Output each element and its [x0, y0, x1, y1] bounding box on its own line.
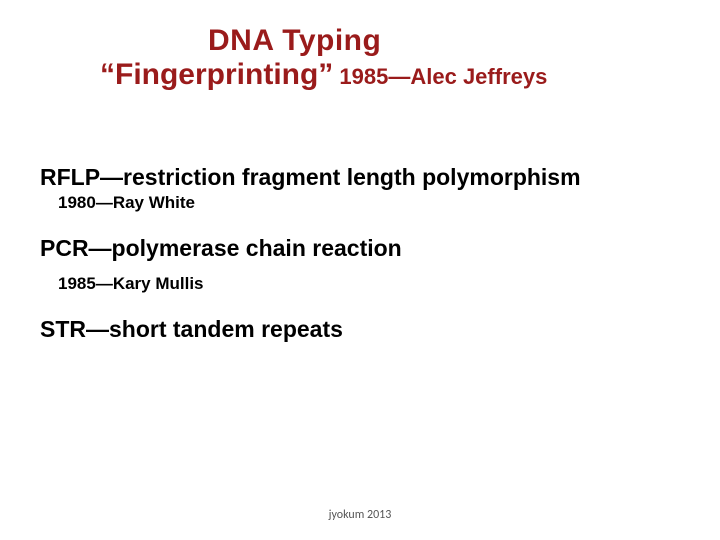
item-sub-pcr: 1985—Kary Mullis	[58, 274, 690, 294]
item-heading-rflp: RFLP—restriction fragment length polymor…	[40, 164, 690, 191]
item-heading-pcr: PCR—polymerase chain reaction	[40, 235, 690, 262]
title-main: “Fingerprinting”	[100, 58, 333, 91]
item-heading-str: STR—short tandem repeats	[40, 316, 690, 343]
title-line1: DNA Typing	[208, 24, 690, 58]
title-line2: “Fingerprinting” 1985—Alec Jeffreys	[100, 58, 690, 92]
item-sub-rflp: 1980—Ray White	[58, 193, 690, 213]
content-list: RFLP—restriction fragment length polymor…	[40, 164, 690, 343]
spacer	[40, 262, 690, 272]
title-subtitle: 1985—Alec Jeffreys	[333, 64, 547, 89]
title-block: DNA Typing “Fingerprinting” 1985—Alec Je…	[100, 24, 690, 92]
footer-text: jyokum 2013	[0, 508, 720, 522]
spacer	[40, 294, 690, 316]
slide: DNA Typing “Fingerprinting” 1985—Alec Je…	[0, 0, 720, 540]
spacer	[40, 213, 690, 235]
